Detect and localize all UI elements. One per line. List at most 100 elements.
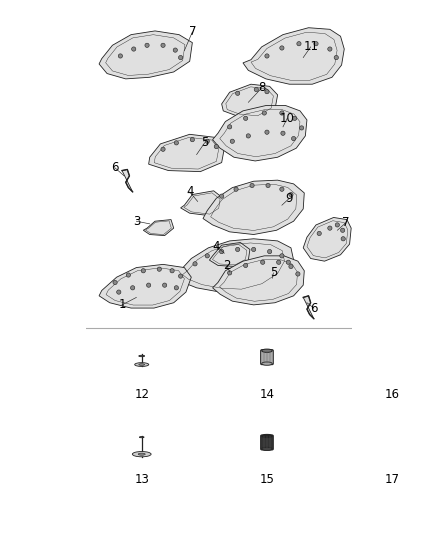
Circle shape: [205, 139, 209, 143]
Polygon shape: [99, 31, 192, 79]
Circle shape: [190, 138, 194, 142]
Circle shape: [293, 116, 297, 120]
Polygon shape: [303, 217, 351, 261]
Circle shape: [118, 54, 123, 58]
Circle shape: [265, 130, 269, 134]
Ellipse shape: [132, 451, 151, 457]
FancyBboxPatch shape: [261, 435, 273, 450]
Ellipse shape: [139, 364, 145, 366]
Text: 13: 13: [134, 473, 149, 486]
FancyBboxPatch shape: [261, 350, 273, 365]
Circle shape: [174, 141, 179, 145]
Ellipse shape: [387, 355, 398, 364]
Ellipse shape: [261, 349, 272, 352]
Circle shape: [265, 54, 269, 58]
Circle shape: [250, 183, 254, 188]
Circle shape: [234, 187, 238, 191]
Text: 1: 1: [118, 298, 126, 311]
Ellipse shape: [134, 362, 149, 366]
Polygon shape: [99, 264, 191, 308]
Circle shape: [162, 283, 167, 287]
Circle shape: [227, 125, 232, 129]
Text: 9: 9: [286, 192, 293, 205]
Circle shape: [214, 144, 219, 149]
Circle shape: [244, 116, 248, 120]
Polygon shape: [122, 169, 133, 192]
Circle shape: [131, 47, 136, 51]
Text: 14: 14: [259, 388, 275, 401]
Circle shape: [289, 264, 293, 269]
Polygon shape: [203, 180, 304, 235]
Circle shape: [276, 260, 281, 264]
Polygon shape: [303, 296, 314, 319]
Circle shape: [170, 269, 174, 273]
Circle shape: [335, 223, 339, 227]
Circle shape: [286, 260, 290, 264]
Circle shape: [280, 254, 284, 258]
Text: 4: 4: [212, 240, 220, 253]
Ellipse shape: [261, 362, 272, 365]
Circle shape: [236, 247, 240, 252]
Circle shape: [147, 283, 151, 287]
Circle shape: [280, 46, 284, 50]
Circle shape: [317, 231, 321, 236]
Polygon shape: [148, 134, 224, 172]
Text: 5: 5: [201, 136, 208, 149]
Circle shape: [297, 42, 301, 46]
Circle shape: [219, 249, 224, 254]
Circle shape: [291, 136, 296, 141]
Text: 6: 6: [111, 161, 119, 174]
Ellipse shape: [389, 441, 396, 443]
Circle shape: [236, 91, 240, 95]
Circle shape: [328, 47, 332, 51]
Circle shape: [161, 147, 165, 151]
Circle shape: [246, 134, 251, 138]
Circle shape: [281, 131, 285, 135]
Circle shape: [251, 247, 256, 252]
Polygon shape: [243, 28, 344, 84]
Circle shape: [341, 237, 345, 241]
Polygon shape: [143, 220, 174, 236]
Polygon shape: [180, 191, 223, 216]
Circle shape: [145, 43, 149, 47]
Circle shape: [340, 228, 345, 232]
Ellipse shape: [138, 453, 145, 455]
Text: 6: 6: [310, 302, 318, 314]
Text: 15: 15: [260, 473, 275, 486]
Circle shape: [280, 111, 284, 115]
Ellipse shape: [386, 448, 398, 451]
Text: 11: 11: [303, 41, 318, 53]
Circle shape: [174, 286, 179, 290]
Text: 7: 7: [189, 26, 196, 38]
Polygon shape: [174, 239, 293, 293]
Text: 7: 7: [342, 216, 350, 229]
Circle shape: [261, 260, 265, 264]
Text: 4: 4: [186, 185, 194, 198]
Polygon shape: [212, 106, 307, 161]
Circle shape: [244, 263, 248, 268]
Text: 8: 8: [258, 82, 265, 94]
Circle shape: [296, 272, 300, 276]
Ellipse shape: [139, 437, 144, 438]
Circle shape: [205, 254, 209, 258]
Ellipse shape: [389, 357, 395, 362]
Text: 17: 17: [385, 473, 400, 486]
Circle shape: [179, 274, 183, 278]
Circle shape: [289, 192, 293, 197]
Circle shape: [157, 267, 162, 271]
Circle shape: [141, 269, 145, 273]
Circle shape: [227, 271, 232, 275]
Text: 3: 3: [133, 215, 140, 228]
Circle shape: [262, 111, 266, 115]
Circle shape: [280, 187, 284, 191]
Ellipse shape: [139, 356, 145, 357]
Circle shape: [117, 290, 121, 294]
Polygon shape: [212, 256, 304, 305]
Circle shape: [219, 194, 224, 198]
Circle shape: [334, 55, 339, 60]
Circle shape: [314, 42, 318, 46]
Ellipse shape: [261, 447, 272, 450]
Text: 12: 12: [134, 388, 149, 401]
Circle shape: [265, 90, 269, 94]
Circle shape: [328, 226, 332, 230]
